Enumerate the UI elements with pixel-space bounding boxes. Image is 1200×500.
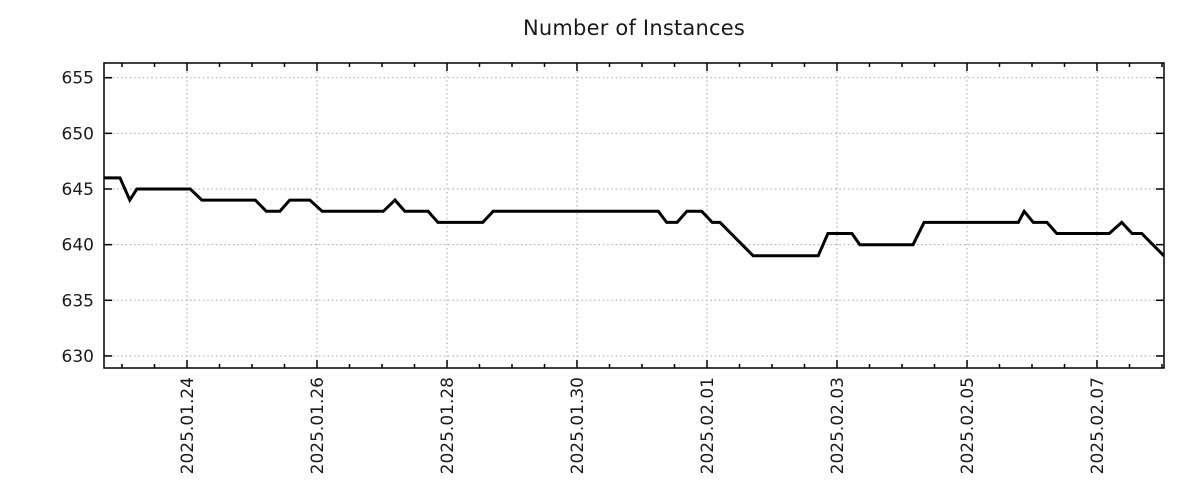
plot-border: [103, 62, 1165, 369]
x-tick-label: 2025.01.28: [438, 377, 458, 474]
x-tick-label: 2025.01.24: [178, 377, 198, 474]
x-tick-label: 2025.02.07: [1088, 377, 1108, 474]
y-tick-label: 655: [62, 69, 94, 89]
x-tick-label: 2025.01.30: [568, 377, 588, 474]
chart-title: Number of Instances: [522, 16, 745, 40]
x-tick-label: 2025.02.01: [698, 377, 718, 474]
y-tick-label: 645: [62, 180, 94, 200]
y-tick-label: 640: [62, 236, 94, 256]
y-tick-label: 635: [62, 291, 94, 311]
y-tick-label: 630: [62, 347, 94, 367]
y-tick-label: 650: [62, 124, 94, 144]
series-line-instances: [103, 176, 1165, 258]
x-tick-label: 2025.02.03: [828, 377, 848, 474]
x-tick-label: 2025.02.05: [958, 377, 978, 474]
x-tick-label: 2025.01.26: [308, 377, 328, 474]
